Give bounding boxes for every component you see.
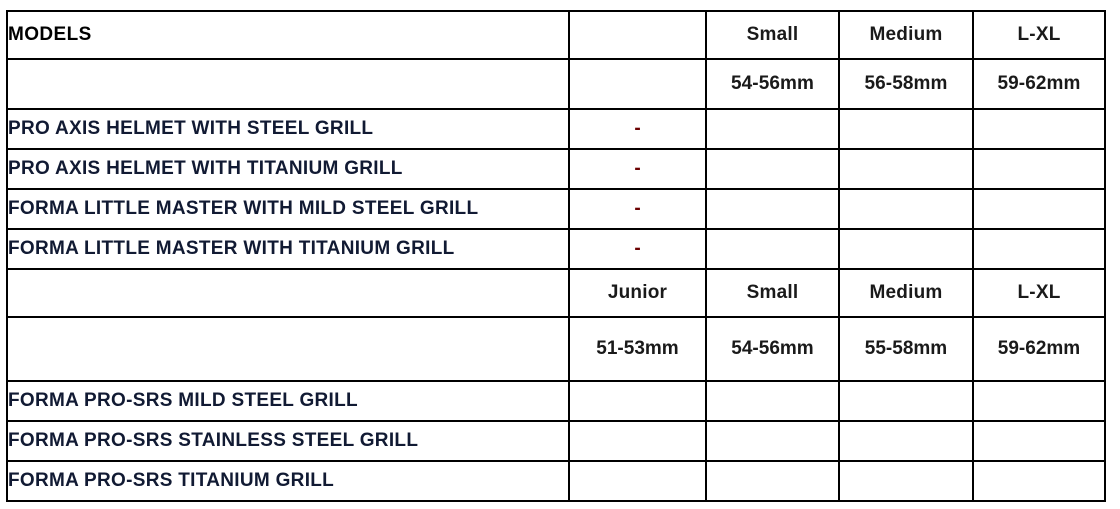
availability-cell-junior	[568, 380, 707, 422]
group2-name-label-blank	[6, 268, 570, 318]
group1-range-label-blank	[6, 58, 570, 110]
availability-cell-medium	[838, 460, 974, 502]
group2-size-range-junior: 51-53mm	[568, 316, 707, 382]
group2-size-name-small: Small	[705, 268, 840, 318]
model-name-cell: FORMA PRO-SRS TITANIUM GRILL	[6, 460, 570, 502]
model-name-cell: FORMA LITTLE MASTER WITH MILD STEEL GRIL…	[6, 188, 570, 230]
availability-cell-small	[705, 148, 840, 190]
table-header-row-ranges-group1: 54-56mm 56-58mm 59-62mm	[6, 58, 1106, 110]
group1-size-name-0	[568, 10, 707, 60]
availability-cell-dash: -	[568, 188, 707, 230]
availability-cell-lxl	[972, 420, 1106, 462]
availability-cell-medium	[838, 188, 974, 230]
availability-cell-medium	[838, 228, 974, 270]
helmet-size-table: MODELS Small Medium L-XL 54-56mm 56-58mm…	[6, 10, 1106, 502]
group2-size-range-lxl: 59-62mm	[972, 316, 1106, 382]
availability-cell-small	[705, 108, 840, 150]
availability-cell-lxl	[972, 228, 1106, 270]
availability-cell-medium	[838, 108, 974, 150]
group2-size-name-junior: Junior	[568, 268, 707, 318]
availability-cell-small	[705, 380, 840, 422]
availability-cell-small	[705, 228, 840, 270]
group1-size-range-lxl: 59-62mm	[972, 58, 1106, 110]
availability-cell-lxl	[972, 148, 1106, 190]
availability-cell-small	[705, 188, 840, 230]
model-name-cell: PRO AXIS HELMET WITH STEEL GRILL	[6, 108, 570, 150]
model-name-cell: FORMA LITTLE MASTER WITH TITANIUM GRILL	[6, 228, 570, 270]
model-name-cell: FORMA PRO-SRS STAINLESS STEEL GRILL	[6, 420, 570, 462]
availability-cell-junior	[568, 460, 707, 502]
table-header-row-ranges-group2: 51-53mm 54-56mm 55-58mm 59-62mm	[6, 316, 1106, 382]
availability-cell-medium	[838, 420, 974, 462]
group1-size-range-medium: 56-58mm	[838, 58, 974, 110]
group1-size-name-medium: Medium	[838, 10, 974, 60]
model-name-cell: FORMA PRO-SRS MILD STEEL GRILL	[6, 380, 570, 422]
availability-cell-junior	[568, 420, 707, 462]
model-name-cell: PRO AXIS HELMET WITH TITANIUM GRILL	[6, 148, 570, 190]
availability-cell-lxl	[972, 108, 1106, 150]
availability-cell-medium	[838, 148, 974, 190]
group1-size-name-lxl: L-XL	[972, 10, 1106, 60]
table-row: FORMA PRO-SRS STAINLESS STEEL GRILL	[6, 420, 1106, 462]
group1-size-name-small: Small	[705, 10, 840, 60]
table-row: FORMA LITTLE MASTER WITH TITANIUM GRILL …	[6, 228, 1106, 270]
table-row: FORMA PRO-SRS TITANIUM GRILL	[6, 460, 1106, 502]
group2-size-name-medium: Medium	[838, 268, 974, 318]
table-header-row-models: MODELS Small Medium L-XL	[6, 10, 1106, 60]
availability-cell-lxl	[972, 380, 1106, 422]
availability-cell-dash: -	[568, 228, 707, 270]
table-header-row-sizes-group2: Junior Small Medium L-XL	[6, 268, 1106, 318]
group2-size-range-medium: 55-58mm	[838, 316, 974, 382]
group2-size-range-small: 54-56mm	[705, 316, 840, 382]
availability-cell-lxl	[972, 460, 1106, 502]
availability-cell-dash: -	[568, 108, 707, 150]
availability-cell-dash: -	[568, 148, 707, 190]
availability-cell-small	[705, 420, 840, 462]
availability-cell-medium	[838, 380, 974, 422]
group2-size-name-lxl: L-XL	[972, 268, 1106, 318]
group1-size-range-small: 54-56mm	[705, 58, 840, 110]
group2-range-label-blank	[6, 316, 570, 382]
table-row: PRO AXIS HELMET WITH TITANIUM GRILL -	[6, 148, 1106, 190]
table-row: PRO AXIS HELMET WITH STEEL GRILL -	[6, 108, 1106, 150]
table-row: FORMA LITTLE MASTER WITH MILD STEEL GRIL…	[6, 188, 1106, 230]
availability-cell-small	[705, 460, 840, 502]
table-row: FORMA PRO-SRS MILD STEEL GRILL	[6, 380, 1106, 422]
size-chart-container: MODELS Small Medium L-XL 54-56mm 56-58mm…	[6, 10, 1106, 502]
availability-cell-lxl	[972, 188, 1106, 230]
group1-size-range-0	[568, 58, 707, 110]
models-title-cell: MODELS	[6, 10, 570, 60]
